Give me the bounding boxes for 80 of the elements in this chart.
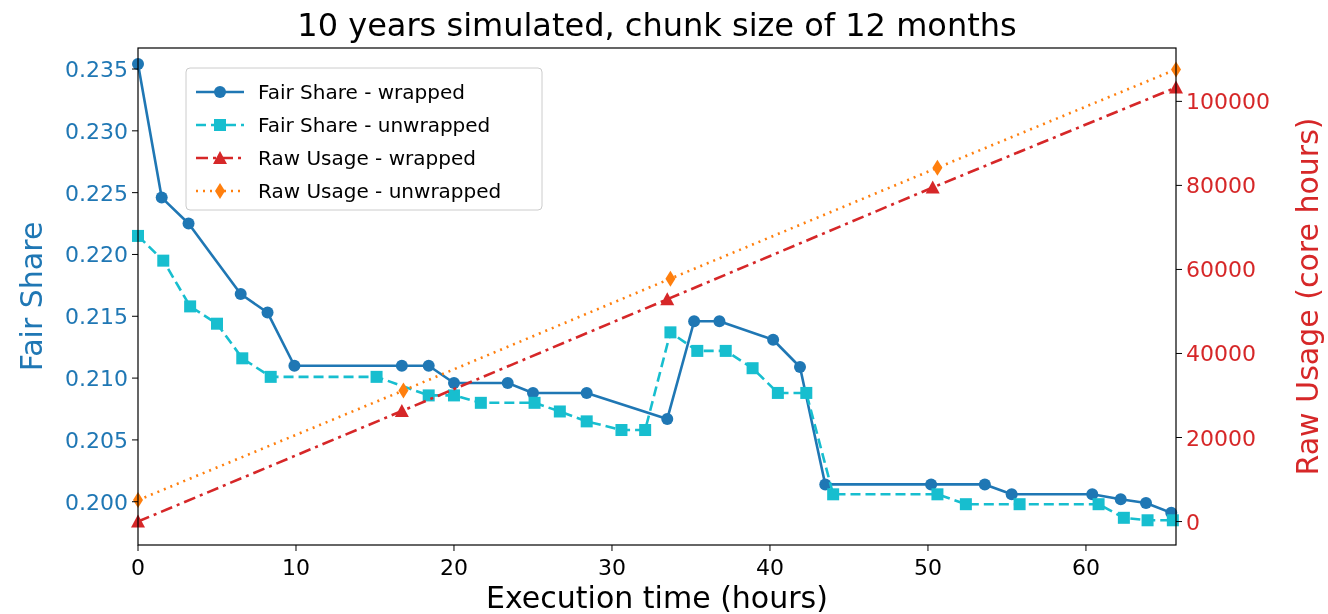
point (528, 396, 541, 409)
y-tick-label: 0.235 (65, 57, 128, 83)
point (501, 377, 514, 390)
point (1141, 514, 1154, 527)
y2-axis-title: Raw Usage (core hours) (1290, 117, 1325, 476)
point (447, 377, 460, 390)
point (800, 386, 813, 399)
y2-tick-label: 100000 (1186, 89, 1270, 115)
point (931, 488, 944, 501)
point (370, 370, 383, 383)
point (1005, 488, 1018, 501)
y-tick-label: 0.205 (65, 427, 128, 453)
point (827, 488, 840, 501)
point (771, 386, 784, 399)
point (264, 370, 277, 383)
point (236, 352, 249, 365)
point (447, 389, 460, 402)
point (691, 344, 704, 357)
x-tick-label: 60 (1071, 555, 1100, 580)
point (639, 424, 652, 437)
point (1013, 498, 1026, 511)
point (580, 415, 593, 428)
point (422, 359, 435, 372)
point (1086, 488, 1099, 501)
legend-label: Fair Share - unwrapped (258, 113, 491, 137)
point (1139, 496, 1152, 509)
legend-label: Raw Usage - wrapped (258, 146, 476, 170)
x-tick-label: 50 (913, 555, 942, 580)
y-tick-label: 0.230 (65, 118, 128, 144)
y2-tick-label: 60000 (1186, 257, 1256, 283)
point (580, 386, 593, 399)
legend-label: Fair Share - wrapped (258, 80, 465, 104)
y2-tick-label: 40000 (1186, 341, 1256, 367)
point (157, 254, 170, 267)
x-tick-label: 40 (755, 555, 784, 580)
point (234, 288, 247, 301)
point (615, 424, 628, 437)
point (1117, 511, 1130, 524)
point (553, 405, 566, 418)
y-tick-label: 0.200 (65, 489, 128, 515)
point (719, 344, 732, 357)
x-tick-label: 0 (131, 555, 145, 580)
x-tick-label: 10 (281, 555, 310, 580)
y2-tick-label: 0 (1186, 509, 1200, 535)
legend-label: Raw Usage - unwrapped (258, 179, 502, 203)
point (182, 217, 195, 230)
y2-tick-label: 20000 (1186, 425, 1256, 451)
point (184, 300, 197, 313)
point (395, 359, 408, 372)
point (474, 396, 487, 409)
point (713, 315, 726, 328)
point (1114, 493, 1127, 506)
point (422, 389, 435, 402)
point (155, 191, 168, 204)
x-tick-label: 30 (597, 555, 626, 580)
point (688, 315, 701, 328)
y-axis-title: Fair Share (14, 221, 49, 372)
y2-tick-label: 80000 (1186, 173, 1256, 199)
point (746, 362, 759, 375)
point (925, 180, 940, 194)
point (261, 306, 274, 319)
y-tick-label: 0.225 (65, 180, 128, 206)
point (767, 333, 780, 346)
point (959, 498, 972, 511)
point (664, 326, 677, 339)
point (661, 412, 674, 425)
y-tick-label: 0.220 (65, 242, 128, 268)
point (394, 404, 409, 418)
point (288, 359, 301, 372)
x-tick-label: 20 (439, 555, 468, 580)
point (978, 478, 991, 491)
y-tick-label: 0.215 (65, 304, 128, 330)
point (211, 317, 223, 330)
point (925, 478, 938, 491)
point (1092, 498, 1105, 511)
point (660, 292, 675, 306)
chart-title: 10 years simulated, chunk size of 12 months (297, 6, 1017, 44)
x-axis-title: Execution time (hours) (486, 580, 828, 614)
y-tick-label: 0.210 (65, 366, 128, 392)
point (793, 360, 806, 373)
